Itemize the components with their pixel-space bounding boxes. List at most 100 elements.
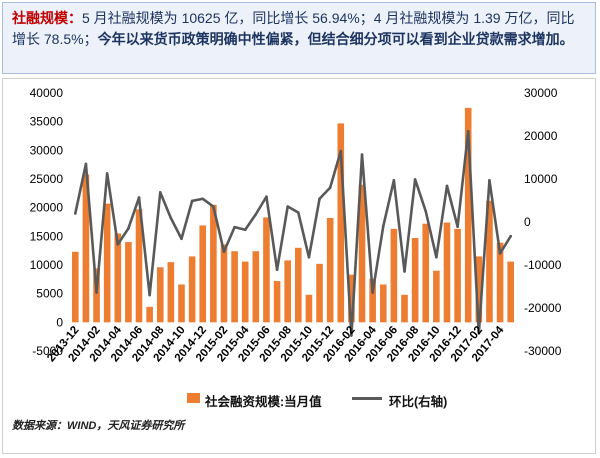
bar	[178, 284, 185, 323]
x-axis-labels: 2013-122014-022014-042014-062014-082014-…	[45, 324, 506, 365]
bar	[358, 184, 366, 323]
bar	[379, 284, 387, 323]
data-source-note: 数据来源：WIND，天风证券研究所	[12, 420, 185, 432]
bar	[82, 174, 90, 323]
mom-point	[339, 149, 343, 153]
mom-point	[350, 334, 353, 337]
mom-point	[509, 234, 512, 238]
mom-point	[328, 186, 332, 189]
mom-point	[169, 216, 173, 220]
mom-point	[360, 153, 364, 156]
mom-point	[445, 184, 449, 188]
mom-point	[105, 172, 109, 175]
mom-point	[392, 178, 396, 182]
bar	[103, 203, 111, 323]
mom-point	[222, 250, 226, 253]
bar	[411, 238, 419, 323]
right-axis-tick-label: -10000	[524, 258, 562, 272]
mom-point	[477, 332, 481, 335]
right-axis-tick-label: 20000	[524, 129, 558, 143]
bar	[93, 268, 100, 323]
mom-point	[498, 252, 502, 255]
bar	[475, 256, 483, 323]
left-axis-tick-label: 25000	[30, 172, 64, 186]
bar-series	[72, 107, 514, 323]
bar	[156, 267, 164, 323]
left-axis-tick-label: 15000	[30, 229, 64, 243]
right-axis-tick-label: 0	[524, 215, 531, 229]
mom-line	[74, 129, 512, 337]
mom-point	[265, 195, 268, 198]
bar	[433, 270, 440, 323]
mom-point	[456, 225, 459, 229]
mom-point	[286, 205, 289, 208]
mom-point	[435, 255, 438, 259]
mom-point	[158, 191, 162, 194]
mom-point	[201, 197, 205, 201]
left-axis-tick-label: 20000	[30, 201, 64, 215]
bar	[284, 260, 291, 323]
mom-point	[297, 211, 300, 214]
mom-point	[403, 270, 406, 273]
bar	[252, 251, 260, 323]
bar	[326, 217, 334, 323]
bar	[454, 228, 461, 323]
mom-point	[307, 255, 311, 259]
tsf-combo-chart: 40000 35000 30000 25000 20000 15000 10000 5000 0…	[30, 86, 562, 365]
bar	[220, 244, 228, 323]
left-axis-labels: 40000 35000 30000 25000 20000 15000 10000 5000 0…	[30, 86, 64, 358]
mom-point	[74, 212, 77, 215]
right-axis-tick-label: 10000	[524, 172, 558, 186]
bar	[401, 294, 408, 323]
mom-point	[148, 293, 151, 297]
mom-point	[233, 225, 236, 229]
bar	[231, 251, 238, 323]
mom-point	[413, 178, 417, 181]
legend-label-mom: 环比(右轴)	[389, 395, 448, 409]
bar	[390, 228, 398, 323]
header-outlook: 今年以来货币政策明确中性偏紧，但结合细分项可以看到企业贷款需求增加。	[97, 31, 574, 47]
legend-bar-swatch	[187, 393, 200, 403]
bar	[422, 223, 430, 323]
mom-point	[180, 237, 183, 241]
left-axis-tick-label: 35000	[30, 115, 64, 129]
bar	[188, 256, 196, 323]
mom-point	[371, 291, 374, 294]
mom-point	[318, 197, 321, 201]
mom-point	[190, 199, 194, 203]
left-axis-tick-label: 10000	[30, 258, 64, 272]
bar	[507, 261, 514, 323]
mom-point	[488, 178, 491, 182]
bar	[348, 274, 355, 323]
bar	[114, 233, 122, 323]
mom-point	[275, 268, 279, 272]
bar	[369, 278, 376, 323]
mom-point	[424, 209, 428, 213]
header-label: 社融规模：	[12, 10, 82, 26]
mom-point	[243, 228, 247, 232]
bar	[135, 209, 143, 323]
mom-point	[95, 291, 98, 294]
bar	[337, 123, 345, 323]
bar	[72, 251, 79, 323]
bar	[125, 242, 132, 323]
bar	[167, 262, 175, 323]
bar	[443, 222, 451, 323]
bar	[146, 306, 153, 323]
bar	[486, 200, 493, 323]
right-axis-tick-label: 30000	[524, 86, 558, 100]
bar	[316, 263, 323, 323]
bar	[210, 204, 217, 323]
bar	[241, 261, 249, 323]
bar	[464, 107, 472, 323]
bar	[263, 217, 270, 323]
bar	[305, 294, 313, 323]
left-axis-tick-label: 5000	[36, 287, 63, 301]
left-axis-tick-label: -5000	[32, 344, 63, 358]
mom-point	[116, 243, 120, 246]
header-summary: 5 月社融规模为 10625 亿，同比增长 56.94%；4 月社融规模为 1.…	[12, 10, 575, 47]
left-axis-tick-label: 0	[56, 315, 63, 329]
right-axis-tick-label: -20000	[524, 301, 562, 315]
mom-point	[137, 196, 141, 199]
bar	[496, 242, 504, 323]
